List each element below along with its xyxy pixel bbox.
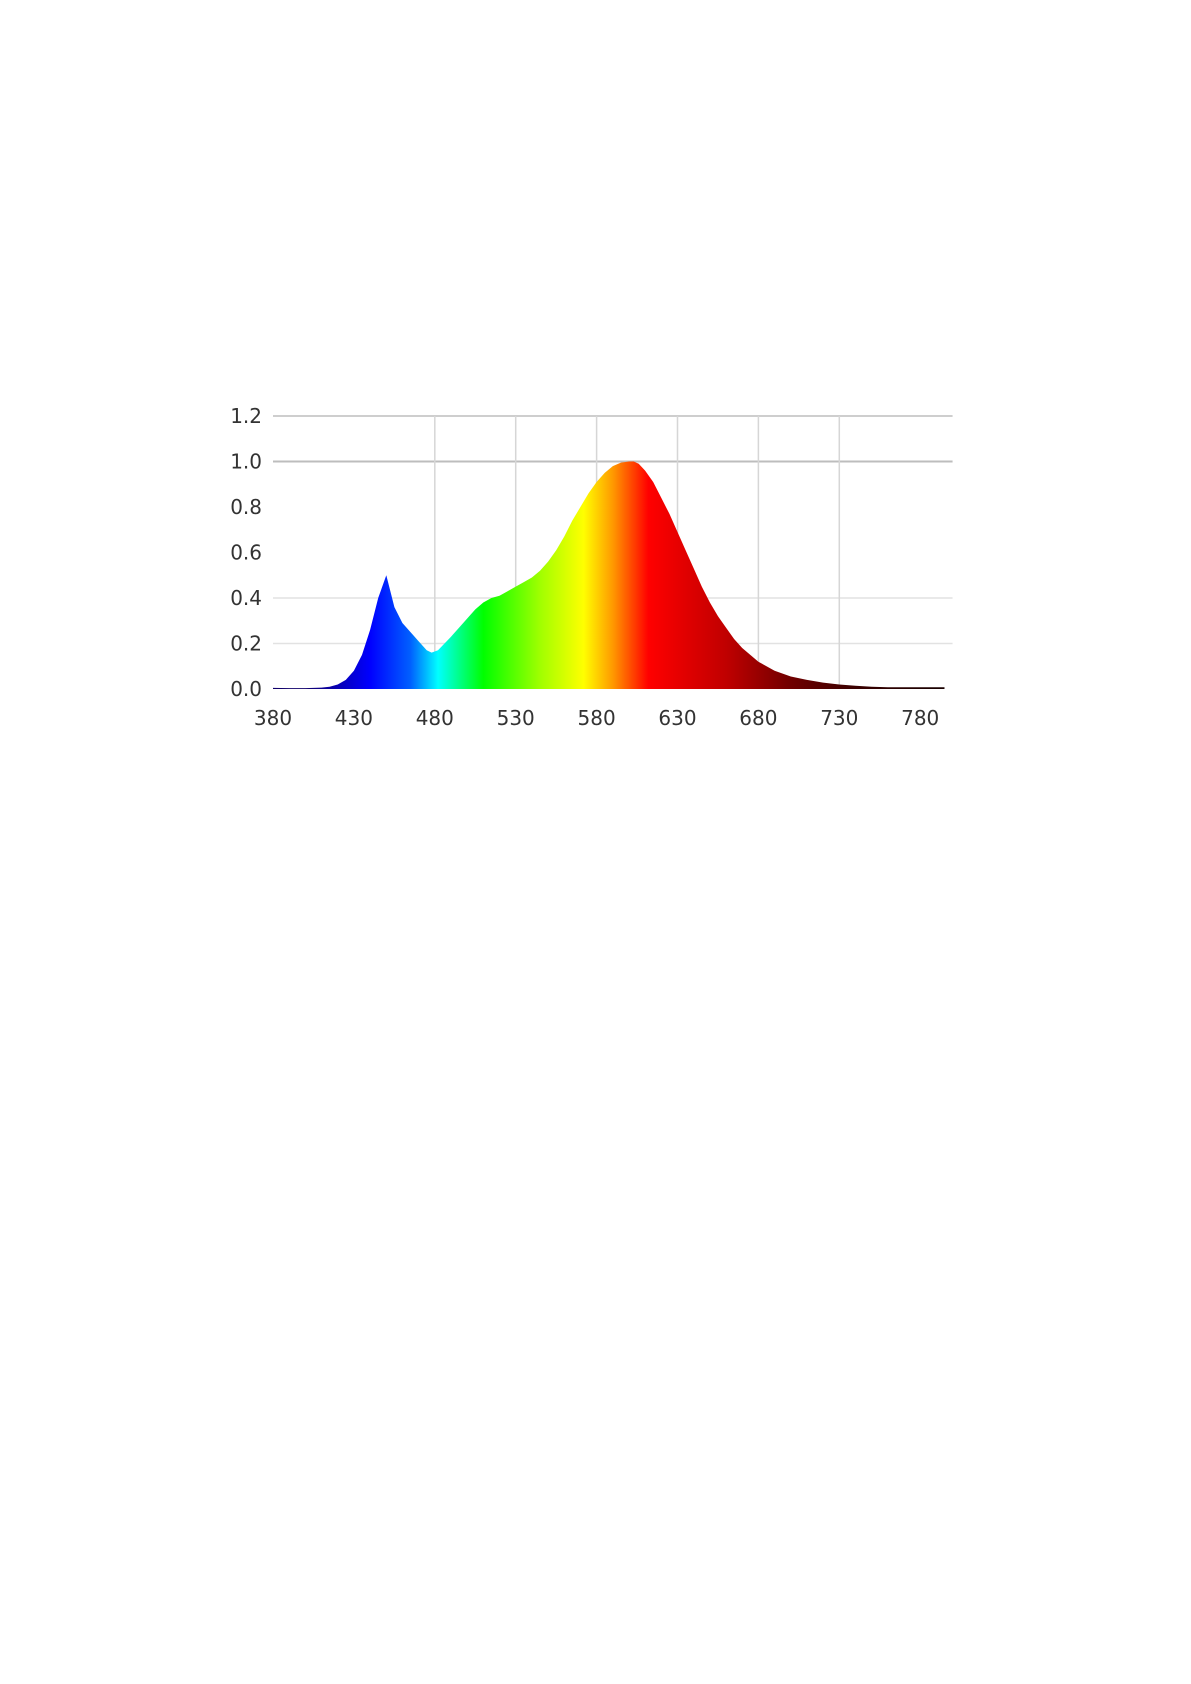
y-tick-label: 0.8 <box>230 495 262 519</box>
y-tick-label: 0.0 <box>230 677 262 701</box>
y-tick-label: 0.4 <box>230 586 262 610</box>
x-tick-label: 780 <box>901 706 939 730</box>
x-tick-label: 480 <box>416 706 454 730</box>
spectrum-area <box>273 461 945 689</box>
x-tick-label: 380 <box>254 706 292 730</box>
x-tick-label: 680 <box>739 706 777 730</box>
y-tick-label: 0.6 <box>230 541 262 565</box>
y-tick-label: 1.0 <box>230 450 262 474</box>
x-tick-label: 730 <box>820 706 858 730</box>
x-tick-label: 530 <box>497 706 535 730</box>
y-axis: 0.0 0.2 0.4 0.6 0.8 1.0 1.2 <box>230 404 262 701</box>
y-tick-label: 0.2 <box>230 632 262 656</box>
x-tick-label: 580 <box>578 706 616 730</box>
x-axis: 380 430 480 530 580 630 680 730 780 <box>254 706 939 730</box>
x-tick-label: 630 <box>658 706 696 730</box>
y-tick-label: 1.2 <box>230 404 262 428</box>
x-tick-label: 430 <box>335 706 373 730</box>
